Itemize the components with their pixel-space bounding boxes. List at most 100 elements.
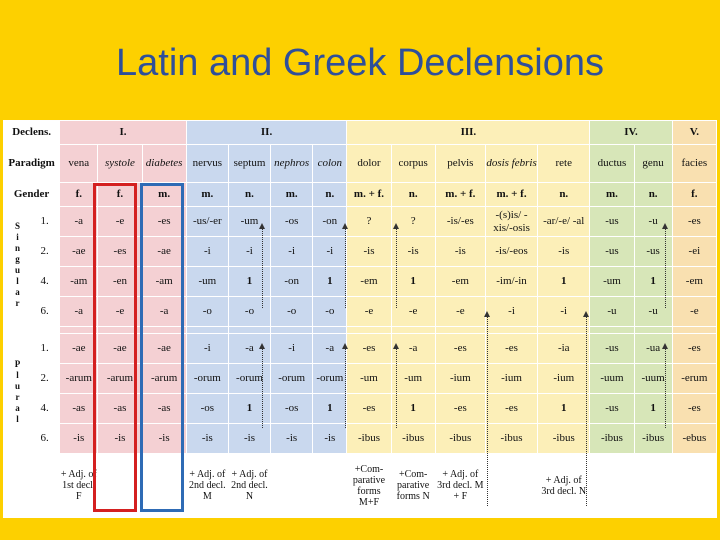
ending-cell: -ibus xyxy=(537,423,591,454)
adjective-note xyxy=(671,453,718,518)
gender-label: Gender xyxy=(2,182,61,207)
ending-cell: -ibus xyxy=(589,423,635,454)
ending-cell: -is xyxy=(227,423,272,454)
ending-cell: -is xyxy=(390,236,436,267)
declension-group-header: IV. xyxy=(589,120,673,145)
ending-cell: -a xyxy=(59,206,99,237)
spacer-cell xyxy=(312,326,348,334)
ending-cell: -es xyxy=(346,333,392,364)
ending-cell: -e xyxy=(97,296,143,327)
ending-cell: -ia xyxy=(537,333,591,364)
ending-cell: -as xyxy=(59,393,99,424)
ending-cell: -em xyxy=(346,266,392,297)
ending-cell: -i xyxy=(537,296,591,327)
ending-cell: -i xyxy=(185,236,229,267)
ending-cell: -orum xyxy=(227,363,272,394)
adjective-note xyxy=(141,453,187,518)
gender-value: m. + f. xyxy=(484,182,539,207)
declension-group-header: II. xyxy=(185,120,348,145)
paradigm-word: genu xyxy=(633,144,673,183)
spacer-cell xyxy=(671,326,718,334)
adjective-note xyxy=(312,453,348,518)
adjective-note xyxy=(633,453,673,518)
gender-value: m. + f. xyxy=(346,182,392,207)
ending-cell: 1 xyxy=(537,393,591,424)
ending-cell: 1 xyxy=(390,393,436,424)
case-number: 2. xyxy=(29,363,61,394)
adjective-note: + Adj. of 3rd decl. N xyxy=(537,453,591,518)
ending-cell: -is xyxy=(346,236,392,267)
paradigm-word: colon xyxy=(312,144,348,183)
ending-cell: -ae xyxy=(59,236,99,267)
declension-group-header: V. xyxy=(671,120,718,145)
paradigm-word: dolor xyxy=(346,144,392,183)
adjective-note xyxy=(97,453,143,518)
ending-cell: 1 xyxy=(227,393,272,424)
adjective-label-blank xyxy=(2,453,61,518)
ending-cell: -arum xyxy=(59,363,99,394)
ending-cell: -o xyxy=(270,296,314,327)
ending-cell: -a xyxy=(390,333,436,364)
spacer-cell xyxy=(589,326,635,334)
paradigm-word: dosis febris xyxy=(484,144,539,183)
ending-cell: -es xyxy=(97,236,143,267)
spacer-cell xyxy=(227,326,272,334)
ending-cell: -is xyxy=(97,423,143,454)
declension-group-header: III. xyxy=(346,120,591,145)
gender-value: m. xyxy=(141,182,187,207)
case-number: 6. xyxy=(29,423,61,454)
ending-cell: 1 xyxy=(633,266,673,297)
spacer-cell xyxy=(59,326,99,334)
ending-cell: -o xyxy=(312,296,348,327)
ending-cell: -os xyxy=(270,393,314,424)
ending-cell: -ae xyxy=(141,236,187,267)
ending-cell: 1 xyxy=(390,266,436,297)
paradigm-word: nervus xyxy=(185,144,229,183)
adjective-note: + Adj. of 1st decl. F xyxy=(59,453,99,518)
ending-cell: -us xyxy=(589,236,635,267)
spacer-cell xyxy=(346,326,392,334)
ending-cell: -i xyxy=(270,333,314,364)
gender-value: m. xyxy=(589,182,635,207)
gender-value: n. xyxy=(390,182,436,207)
gender-value: m. xyxy=(270,182,314,207)
paradigm-word: diabetes xyxy=(141,144,187,183)
paradigm-word: facies xyxy=(671,144,718,183)
ending-cell: -ae xyxy=(141,333,187,364)
ending-cell: -ae xyxy=(97,333,143,364)
spacer-cell xyxy=(270,326,314,334)
ending-cell: -as xyxy=(97,393,143,424)
ending-cell: -es xyxy=(671,333,718,364)
ending-cell: -a xyxy=(312,333,348,364)
ending-cell: -os xyxy=(270,206,314,237)
declension-group-header: I. xyxy=(59,120,187,145)
ending-cell: -is xyxy=(270,423,314,454)
case-number: 6. xyxy=(29,296,61,327)
gender-value: f. xyxy=(59,182,99,207)
ending-cell: -es xyxy=(671,206,718,237)
spacer-cell xyxy=(390,326,436,334)
gender-value: m. + f. xyxy=(434,182,486,207)
slide-title: Latin and Greek Declensions xyxy=(116,42,604,84)
ending-cell: -a xyxy=(227,333,272,364)
ending-cell: -im/-in xyxy=(484,266,539,297)
ending-cell: -uum xyxy=(589,363,635,394)
paradigm-word: pelvis xyxy=(434,144,486,183)
paradigm-word: rete xyxy=(537,144,591,183)
ending-cell: -u xyxy=(589,296,635,327)
plural-label: Plural xyxy=(2,333,31,454)
ending-cell: -is xyxy=(141,423,187,454)
ending-cell: -ibus xyxy=(484,423,539,454)
ending-cell: -is xyxy=(59,423,99,454)
ending-cell: -en xyxy=(97,266,143,297)
ending-cell: -ae xyxy=(59,333,99,364)
ending-cell: -erum xyxy=(671,363,718,394)
ending-cell: -orum xyxy=(312,363,348,394)
ending-cell: -es xyxy=(671,393,718,424)
ending-cell: -i xyxy=(270,236,314,267)
ending-cell: -uum xyxy=(633,363,673,394)
case-number: 4. xyxy=(29,393,61,424)
case-number: 4. xyxy=(29,266,61,297)
ending-cell: -is xyxy=(185,423,229,454)
spacer-cell xyxy=(633,326,673,334)
